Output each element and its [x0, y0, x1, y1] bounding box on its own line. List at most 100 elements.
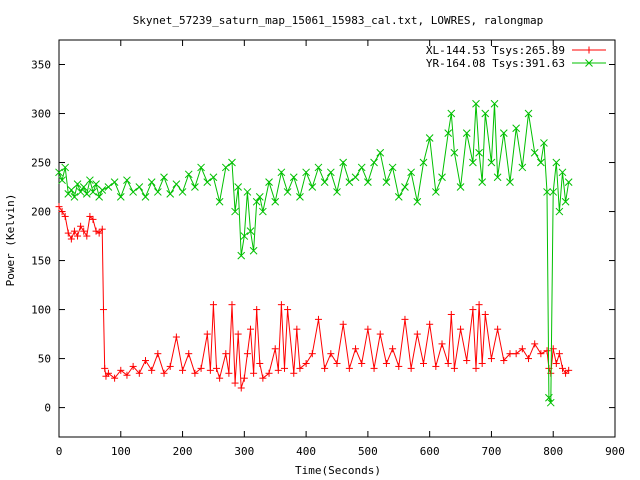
- data-point: [95, 229, 103, 237]
- data-point: [70, 192, 79, 201]
- data-point: [352, 345, 360, 353]
- data-point: [561, 197, 570, 206]
- data-point: [147, 178, 156, 186]
- data-point: [327, 350, 335, 358]
- data-point: [58, 208, 66, 216]
- data-point: [95, 192, 104, 201]
- data-point: [555, 350, 563, 358]
- x-tick-label: 600: [420, 445, 440, 458]
- data-point: [481, 109, 490, 118]
- data-point: [376, 330, 384, 338]
- data-point: [98, 186, 107, 194]
- data-point: [246, 227, 255, 236]
- x-tick-label: 900: [605, 445, 625, 458]
- data-point: [413, 197, 422, 206]
- data-point: [231, 207, 239, 216]
- data-point: [376, 148, 385, 157]
- data-point: [61, 163, 70, 172]
- data-point: [104, 369, 112, 377]
- data-point: [447, 310, 455, 318]
- data-point: [234, 330, 242, 338]
- data-point: [221, 163, 230, 172]
- data-point: [209, 301, 217, 309]
- data-point: [345, 178, 354, 186]
- data-point: [243, 188, 252, 196]
- data-point: [58, 176, 66, 185]
- data-point: [419, 158, 428, 167]
- data-point: [160, 369, 168, 377]
- data-point: [462, 129, 471, 137]
- chart-title: Skynet_57239_saturn_map_15061_15983_cal.…: [133, 14, 544, 27]
- data-point: [512, 124, 521, 133]
- data-point: [111, 374, 119, 382]
- data-point: [540, 139, 548, 147]
- x-tick-label: 100: [111, 445, 131, 458]
- data-point: [160, 173, 168, 182]
- y-tick-label: 100: [31, 304, 51, 317]
- data-point: [531, 340, 539, 348]
- data-point: [407, 364, 415, 372]
- data-point: [79, 183, 88, 191]
- x-tick-label: 0: [56, 445, 63, 458]
- x-tick-label: 300: [234, 445, 254, 458]
- data-point: [135, 183, 144, 191]
- data-point: [231, 379, 239, 387]
- data-point: [209, 173, 218, 182]
- data-point: [154, 350, 162, 358]
- data-point: [302, 359, 310, 367]
- data-point: [419, 359, 427, 367]
- data-point: [302, 168, 310, 177]
- data-point: [98, 225, 106, 233]
- legend-label: XL-144.53 Tsys:265.89: [426, 44, 565, 57]
- data-point: [537, 158, 545, 167]
- x-tick-label: 200: [173, 445, 193, 458]
- plot-frame: [58, 39, 616, 438]
- data-point: [83, 232, 91, 240]
- data-point: [197, 163, 205, 172]
- data-point: [339, 158, 348, 167]
- data-point: [265, 178, 273, 186]
- data-point: [206, 366, 214, 374]
- data-point: [358, 359, 366, 367]
- data-point: [293, 325, 301, 333]
- data-point: [74, 232, 82, 240]
- data-point: [478, 359, 486, 367]
- data-point: [240, 232, 249, 240]
- data-point: [308, 183, 317, 191]
- data-point: [203, 330, 211, 338]
- data-point: [76, 188, 85, 196]
- data-point: [228, 301, 236, 309]
- data-point: [545, 393, 553, 402]
- data-point: [290, 369, 298, 377]
- data-point: [255, 192, 264, 201]
- data-point: [277, 168, 286, 177]
- data-point: [61, 212, 69, 220]
- data-point: [179, 366, 187, 374]
- data-point: [552, 158, 561, 167]
- data-point: [123, 176, 131, 185]
- x-axis-label: Time(Seconds): [295, 464, 381, 477]
- data-point: [472, 364, 480, 372]
- data-point: [148, 366, 156, 374]
- data-point: [243, 350, 251, 358]
- data-point: [80, 227, 88, 235]
- data-point: [558, 168, 567, 177]
- data-point: [256, 359, 264, 367]
- data-point: [64, 229, 72, 237]
- data-point: [413, 330, 421, 338]
- axis-ticks: 0 100 200 300 400 500 600 700 800 900 0 50 100 150 200…: [31, 40, 625, 458]
- data-point: [296, 192, 304, 201]
- data-point: [253, 306, 261, 314]
- data-point: [314, 163, 323, 172]
- data-point: [552, 359, 560, 367]
- data-point: [500, 357, 508, 365]
- data-point: [321, 364, 329, 372]
- data-point: [364, 325, 372, 333]
- data-point: [82, 190, 91, 198]
- data-point: [89, 188, 97, 196]
- data-point: [518, 163, 527, 172]
- y-tick-label: 250: [31, 157, 51, 170]
- data-point: [525, 355, 533, 363]
- data-point: [518, 345, 526, 353]
